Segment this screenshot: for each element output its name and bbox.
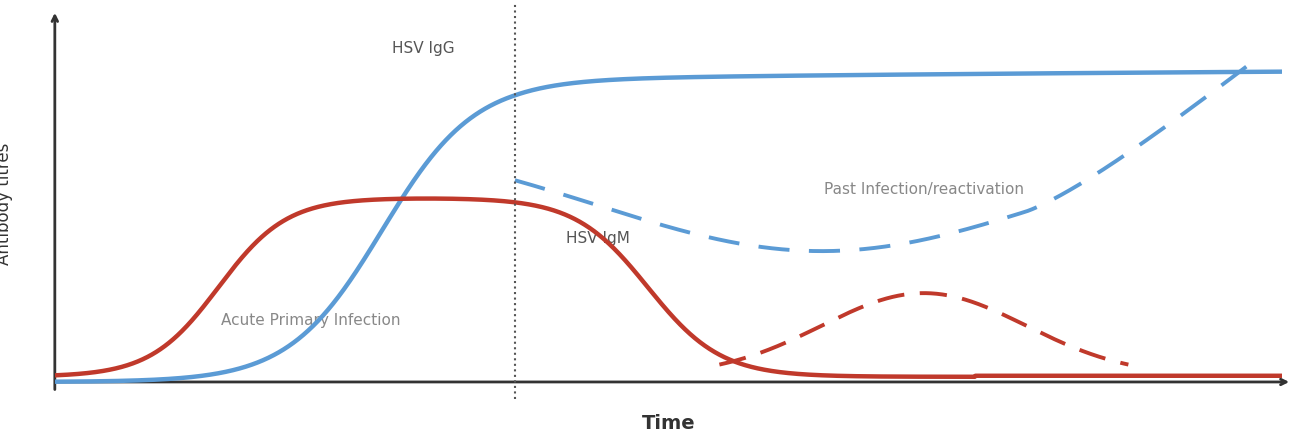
Text: HSV IgG: HSV IgG	[392, 41, 454, 56]
Text: Acute Primary Infection: Acute Primary Infection	[221, 313, 400, 328]
Text: Past Infection/reactivation: Past Infection/reactivation	[824, 181, 1024, 197]
Text: Antibody titres: Antibody titres	[0, 142, 13, 264]
Text: HSV IgM: HSV IgM	[566, 230, 630, 245]
Text: Time: Time	[641, 413, 695, 432]
